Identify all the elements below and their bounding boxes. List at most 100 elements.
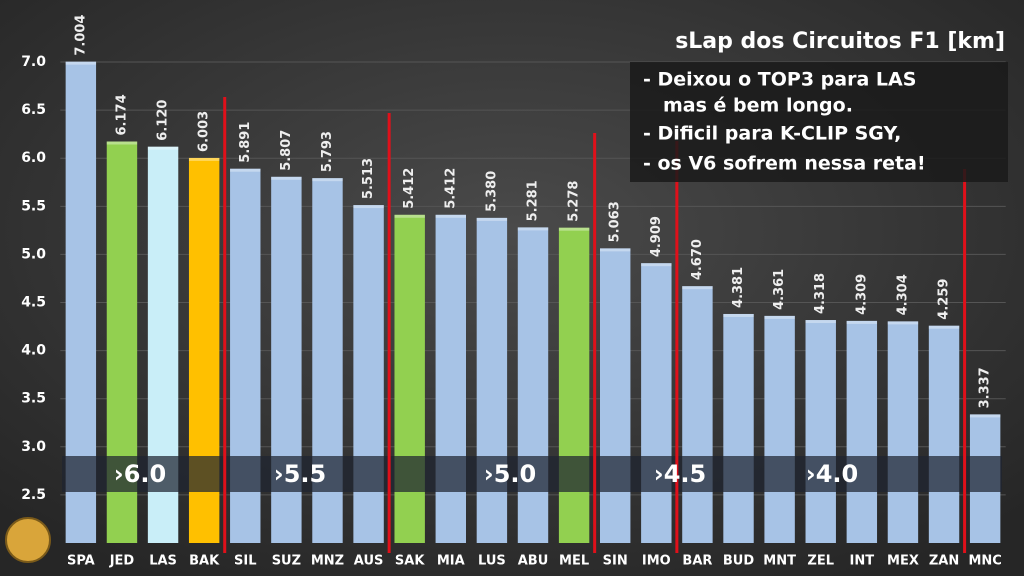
x-tick-label: ZEL — [807, 554, 834, 569]
value-label: 4.909 — [649, 216, 664, 257]
bar — [682, 286, 713, 543]
x-tick-label: SIN — [603, 554, 628, 569]
bar — [764, 315, 795, 543]
x-tick-label: BAK — [189, 554, 220, 569]
x-tick-label: ABU — [518, 554, 549, 569]
bar-cap — [147, 146, 179, 150]
y-tick-label: 3.0 — [21, 439, 46, 455]
bar-cap — [558, 227, 590, 231]
bar — [641, 263, 672, 543]
bar-cap — [723, 313, 754, 317]
bar-cap — [271, 176, 302, 180]
bar-cap — [65, 61, 97, 65]
bar — [928, 325, 960, 543]
x-tick-label: LUS — [478, 554, 506, 569]
y-tick-label: 5.5 — [21, 198, 46, 214]
logo — [5, 517, 51, 563]
value-label: 5.380 — [484, 171, 499, 212]
bar — [887, 321, 919, 543]
bar — [394, 214, 425, 543]
value-label: 4.381 — [731, 267, 746, 308]
note: mas é bem longo. — [663, 95, 853, 117]
x-tick-label: INT — [850, 554, 875, 569]
group-label: ›5.0 — [484, 460, 536, 488]
x-tick-label: MIA — [437, 554, 465, 569]
bar — [846, 320, 878, 543]
bar-cap — [394, 214, 425, 218]
x-tick-label: SPA — [67, 554, 95, 569]
y-tick-label: 6.5 — [21, 102, 46, 118]
value-label: 4.304 — [895, 274, 910, 315]
value-label: 5.793 — [320, 131, 335, 172]
bar-cap — [353, 205, 384, 209]
x-tick-label: LAS — [149, 554, 177, 569]
bar-cap — [641, 263, 672, 267]
bar-cap — [600, 248, 631, 252]
x-tick-label: IMO — [642, 554, 671, 569]
value-label: 5.513 — [361, 158, 376, 199]
x-tick-label: ZAN — [929, 554, 959, 569]
bar-cap — [805, 320, 836, 324]
bar — [805, 320, 836, 543]
value-label: 5.807 — [279, 130, 294, 171]
bar — [558, 227, 590, 543]
bar-cap — [188, 157, 220, 161]
bar — [600, 248, 631, 543]
value-label: 5.281 — [526, 180, 541, 221]
bar-cap — [682, 286, 713, 290]
x-tick-label: MNC — [968, 554, 1001, 569]
y-tick-label: 5.0 — [21, 246, 46, 262]
value-label: 4.309 — [854, 274, 869, 315]
note: - os V6 sofrem nessa reta! — [643, 153, 926, 175]
note-box — [630, 62, 1008, 182]
chart-title: sLap dos Circuitos F1 [km] — [675, 29, 1005, 54]
value-label: 4.318 — [813, 273, 828, 314]
x-tick-label: AUS — [354, 554, 384, 569]
x-tick-label: MNT — [763, 554, 796, 569]
bar-cap — [230, 168, 261, 172]
value-label: 5.412 — [402, 168, 417, 209]
bar-cap — [312, 178, 343, 182]
y-tick-label: 6.0 — [21, 150, 46, 166]
group-label: ›4.5 — [654, 460, 706, 488]
x-tick-label: SUZ — [272, 554, 301, 569]
y-tick-label: 7.0 — [21, 54, 46, 70]
x-tick-label: SIL — [234, 554, 256, 569]
bar-cap — [517, 227, 549, 231]
value-label: 7.004 — [73, 15, 88, 56]
note: - Dificil para K-CLIP SGY, — [643, 123, 901, 145]
bar — [435, 214, 466, 543]
value-label: 3.337 — [978, 367, 993, 408]
value-label: 4.361 — [772, 269, 787, 310]
bar-cap — [764, 315, 795, 319]
bar-cap — [928, 325, 960, 329]
x-tick-label: MNZ — [311, 554, 344, 569]
group-label: ›5.5 — [274, 460, 326, 488]
bar-cap — [969, 414, 1001, 418]
x-tick-label: MEL — [559, 554, 589, 569]
bar — [517, 227, 549, 543]
bar-cap — [846, 320, 878, 324]
note: - Deixou o TOP3 para LAS — [643, 69, 916, 91]
x-tick-label: JED — [109, 554, 135, 569]
value-label: 5.412 — [443, 168, 458, 209]
bar-cap — [476, 217, 508, 221]
x-tick-label: BAR — [682, 554, 712, 569]
bar-cap — [435, 214, 466, 218]
y-tick-label: 4.5 — [21, 295, 46, 311]
value-label: 6.174 — [114, 94, 129, 135]
y-tick-label: 2.5 — [21, 487, 46, 503]
bar — [353, 205, 384, 543]
group-label: ›6.0 — [114, 460, 166, 488]
bar-cap — [106, 141, 138, 145]
value-label: 4.670 — [690, 239, 705, 280]
y-tick-label: 3.5 — [21, 391, 46, 407]
bar — [476, 217, 508, 543]
x-tick-label: BUD — [723, 554, 754, 569]
value-label: 4.259 — [937, 279, 952, 320]
group-label: ›4.0 — [806, 460, 858, 488]
value-label: 6.003 — [197, 111, 212, 152]
y-tick-label: 4.0 — [21, 343, 46, 359]
x-tick-label: MEX — [887, 554, 919, 569]
